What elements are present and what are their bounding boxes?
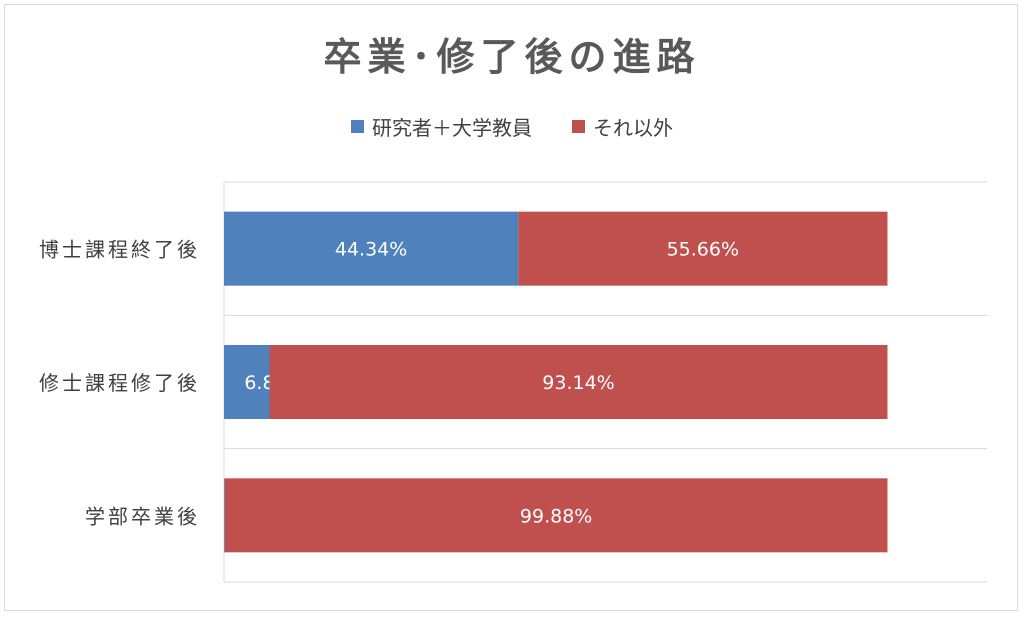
- legend-swatch-research: [351, 120, 364, 133]
- legend-item-research: 研究者＋大学教員: [351, 112, 532, 141]
- category-label: 博士課程終了後: [39, 238, 200, 262]
- data-label: 44.34%: [335, 239, 407, 261]
- data-label: 99.88%: [520, 505, 592, 527]
- legend-label-other: それ以外: [593, 116, 673, 140]
- category-label: 修士課程修了後: [39, 371, 200, 395]
- chart-legend: 研究者＋大学教員 それ以外: [0, 112, 1024, 141]
- chart-title: 卒業･修了後の進路: [323, 35, 701, 79]
- legend-swatch-other: [572, 120, 585, 133]
- legend-label-research: 研究者＋大学教員: [372, 116, 532, 140]
- bar-other: [269, 345, 888, 419]
- bar-research: [224, 345, 270, 419]
- bar-other: [224, 478, 888, 553]
- data-label: 93.14%: [542, 372, 614, 394]
- bar-research: [224, 211, 519, 286]
- category-label: 学部卒業後: [85, 504, 200, 528]
- legend-item-other: それ以外: [572, 112, 673, 141]
- bar-research: [224, 478, 225, 553]
- bar-other: [518, 211, 888, 286]
- data-label: 55.66%: [667, 239, 739, 261]
